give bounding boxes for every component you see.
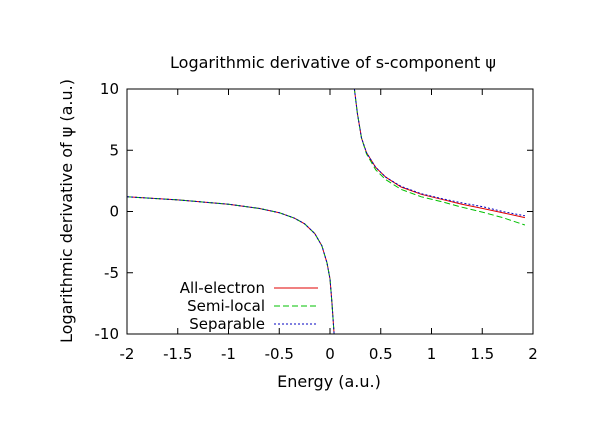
series-line-separable [126, 196, 335, 335]
x-tick-label: 2 [528, 345, 538, 363]
x-tick-label: -2 [120, 345, 135, 363]
x-tick-label: -0.5 [265, 345, 294, 363]
plot-frame [126, 88, 534, 335]
x-tick-label: -1 [221, 345, 236, 363]
x-tick-label: 1.5 [470, 345, 494, 363]
axis-ticks: -2 -1.5 -1 -0.5 0 0.5 1 1.5 2 -10 -5 0 5 10 [95, 80, 538, 363]
plot-lines [126, 88, 526, 335]
series-line-all-electron [353, 88, 526, 219]
y-tick-label: -5 [104, 264, 119, 282]
series-line-separable [353, 88, 525, 217]
series-line-semi-local [353, 88, 526, 226]
y-tick-label: -10 [95, 325, 120, 343]
legend-label-semi-local: Semi-local [187, 297, 265, 315]
x-tick-label: 1 [427, 345, 437, 363]
x-axis-label: Energy (a.u.) [277, 372, 381, 391]
y-tick-label: 0 [109, 203, 119, 221]
y-tick-label: 5 [109, 141, 119, 159]
y-axis-label: Logarithmic derivative of ψ (a.u.) [57, 79, 76, 343]
legend-label-all-electron: All-electron [180, 279, 265, 297]
x-tick-label: 0.5 [369, 345, 393, 363]
x-tick-label: -1.5 [163, 345, 192, 363]
x-tick-label: 0 [325, 345, 335, 363]
chart-title: Logarithmic derivative of s-component ψ [170, 53, 496, 72]
legend-label-separable: Separable [189, 315, 265, 333]
y-tick-label: 10 [100, 80, 119, 98]
